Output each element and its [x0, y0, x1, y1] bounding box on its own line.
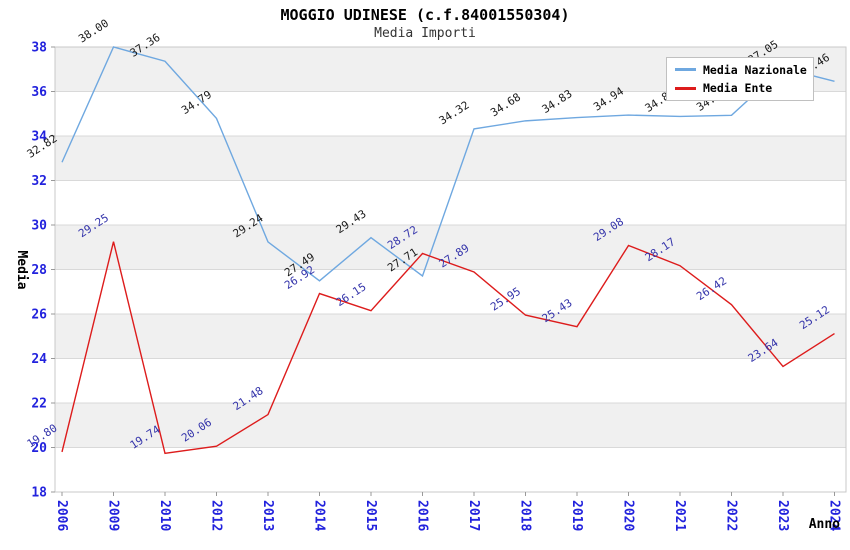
x-tick-label: 2010 [157, 500, 172, 531]
chart-subtitle: Media Importi [374, 26, 476, 41]
series-line-media-nazionale [61, 46, 835, 282]
legend-label: Media Ente [703, 81, 773, 96]
chart-title: MOGGIO UDINESE (c.f.84001550304) [280, 6, 570, 24]
data-label-media-nazionale: 34.79 [179, 88, 214, 117]
x-tick-label: 2015 [363, 500, 378, 531]
data-label-media-nazionale: 34.32 [437, 98, 472, 127]
x-axis-title: Anno [809, 517, 840, 532]
series-line-media-ente [61, 241, 835, 455]
x-tick-label: 2009 [106, 500, 121, 531]
y-tick-label: 24 [31, 352, 47, 367]
y-tick-label: 20 [31, 441, 47, 456]
data-label-media-nazionale: 38.00 [76, 17, 111, 46]
x-tick-label: 2016 [415, 500, 430, 531]
legend-item-media-nazionale: Media Nazionale [667, 61, 813, 79]
x-tick-label: 2023 [775, 500, 790, 531]
y-tick-label: 22 [31, 397, 47, 412]
x-tick-label: 2018 [518, 500, 533, 531]
x-tick-label: 2020 [621, 500, 636, 531]
x-tick-label: 2022 [724, 500, 739, 531]
y-tick-label: 36 [31, 85, 47, 100]
legend-line-sample-nazionale [675, 68, 696, 72]
y-tick-label: 18 [31, 486, 47, 501]
x-tick-label: 2012 [209, 500, 224, 531]
x-tick-label: 2021 [672, 500, 687, 531]
y-axis-title: Media [14, 250, 29, 289]
y-tick-label: 34 [31, 130, 47, 145]
grid-band [55, 136, 846, 181]
y-tick-label: 28 [31, 263, 47, 278]
grid-band [55, 403, 846, 448]
y-tick-label: 30 [31, 219, 47, 234]
legend-label: Media Nazionale [703, 62, 807, 77]
x-tick-label: 2006 [54, 500, 69, 531]
grid-band [55, 225, 846, 270]
x-tick-label: 2024 [827, 500, 842, 531]
y-tick-label: 32 [31, 174, 47, 189]
data-label-media-nazionale: 34.68 [488, 90, 523, 119]
legend-item-media-ente: Media Ente [667, 79, 813, 97]
legend-box: Media Nazionale Media Ente [666, 57, 814, 101]
legend-line-sample-ente [675, 86, 696, 90]
x-tick-label: 2013 [260, 500, 275, 531]
y-tick-label: 26 [31, 308, 47, 323]
y-tick-label: 38 [31, 41, 47, 56]
data-label-media-ente: 26.15 [334, 280, 369, 309]
grid-band [55, 314, 846, 359]
x-tick-label: 2017 [466, 500, 481, 531]
x-tick-label: 2019 [569, 500, 584, 531]
x-tick-label: 2014 [312, 500, 327, 531]
